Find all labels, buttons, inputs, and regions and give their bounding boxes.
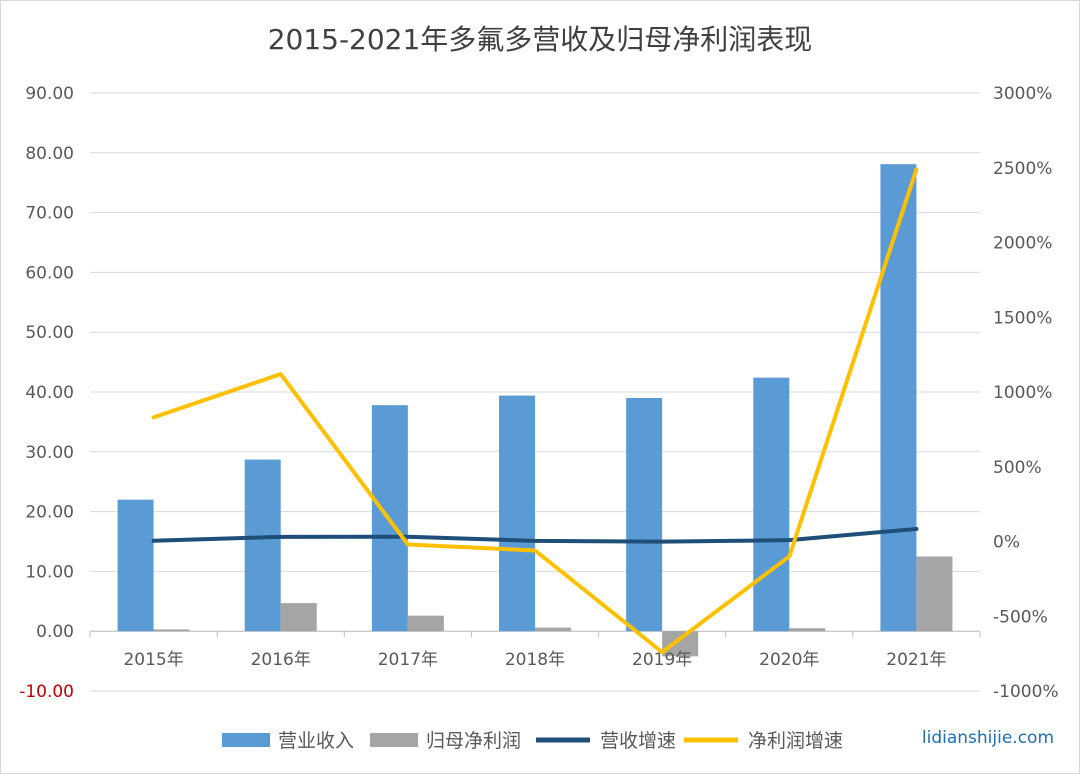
y-left-tick-label: 50.00 xyxy=(25,323,74,343)
legend-label: 营收增速 xyxy=(600,730,676,752)
line-profit-growth xyxy=(151,167,919,655)
y-left-tick-label: 70.00 xyxy=(25,204,74,224)
y-left-tick-label: -10.00 xyxy=(19,682,74,702)
y-left-tick-label: 10.00 xyxy=(25,562,74,582)
x-tick-label: 2015年 xyxy=(123,650,183,670)
bar-revenue xyxy=(626,397,663,632)
y-right-tick-label: -1000% xyxy=(993,682,1059,702)
x-tick-label: 2018年 xyxy=(505,650,565,670)
legend-swatch xyxy=(370,733,418,747)
legend-swatch xyxy=(222,733,270,747)
y-right-tick-label: 1000% xyxy=(993,383,1052,403)
bar-net-profit xyxy=(407,615,444,632)
y-right-tick-label: 2500% xyxy=(993,159,1052,179)
x-tick-label: 2019年 xyxy=(632,650,692,670)
x-tick-label: 2020年 xyxy=(759,650,819,670)
bar-net-profit xyxy=(280,603,317,632)
y-right-tick-label: -500% xyxy=(993,607,1048,627)
y-right-tick-label: 0% xyxy=(993,533,1020,553)
x-tick-label: 2017年 xyxy=(378,650,438,670)
bar-net-profit xyxy=(916,556,953,632)
legend-label: 营业收入 xyxy=(278,730,354,752)
y-left-tick-label: 80.00 xyxy=(25,144,74,164)
legend-label: 净利润增速 xyxy=(748,730,843,752)
line-revenue-growth xyxy=(151,526,919,544)
y-left-tick-label: 0.00 xyxy=(36,622,74,642)
y-right-tick-label: 1500% xyxy=(993,308,1052,328)
bar-net-profit xyxy=(789,628,826,632)
bar-revenue xyxy=(753,377,790,632)
y-left-tick-label: 20.00 xyxy=(25,503,74,523)
watermark-text: lidianshijie.com xyxy=(921,728,1054,748)
chart-title: 2015-2021年多氟多营收及归母净利润表现 xyxy=(267,23,813,56)
bar-net-profit xyxy=(535,627,571,632)
bar-revenue xyxy=(499,395,535,632)
x-tick-label: 2016年 xyxy=(251,650,311,670)
y-left-tick-label: 40.00 xyxy=(25,383,74,403)
y-left-tick-label: 90.00 xyxy=(25,84,74,104)
bar-net-profit xyxy=(662,631,699,657)
y-left-tick-label: 60.00 xyxy=(25,263,74,283)
bar-net-profit xyxy=(153,629,190,632)
y-left-tick-label: 30.00 xyxy=(25,443,74,463)
y-right-tick-label: 500% xyxy=(993,458,1042,478)
bar-revenue xyxy=(117,499,154,632)
y-right-tick-label: 2000% xyxy=(993,234,1052,254)
legend-label: 归母净利润 xyxy=(426,730,521,752)
chart-legend: 营业收入 归母净利润 营收增速 净利润增速 xyxy=(222,730,843,752)
bar-revenue xyxy=(244,459,281,632)
bar-revenue xyxy=(880,164,917,632)
y-right-tick-label: 3000% xyxy=(993,84,1052,104)
x-tick-label: 2021年 xyxy=(886,650,946,670)
